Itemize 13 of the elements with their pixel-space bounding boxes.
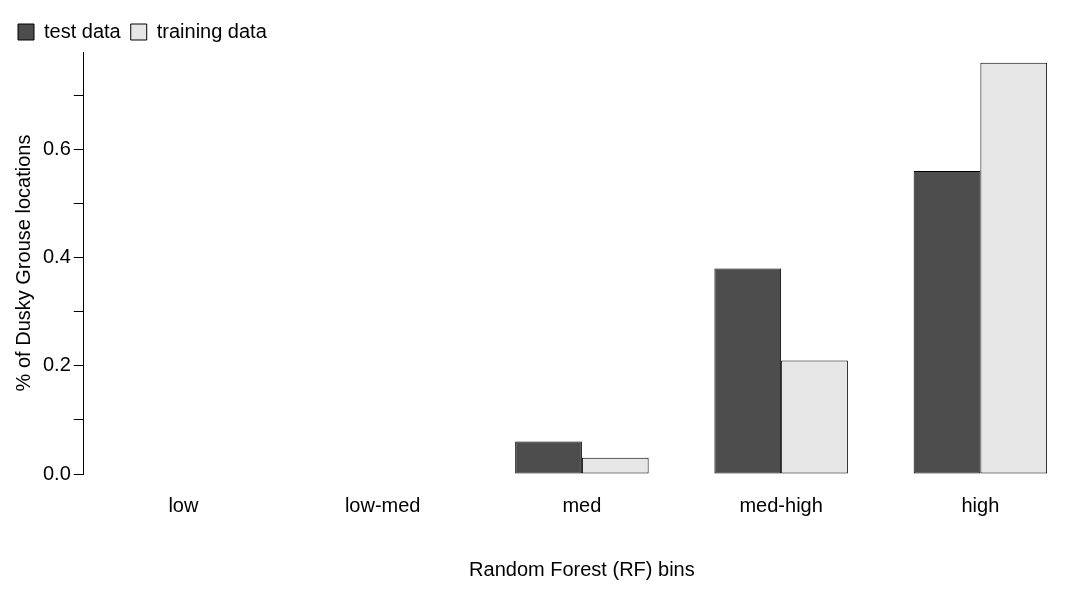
- y-axis-title: % of Dusky Grouse locations: [11, 134, 34, 392]
- y-tick-label: 0.4: [42, 245, 71, 268]
- y-tick-label: 0.0: [42, 461, 71, 484]
- x-axis-title: Random Forest (RF) bins: [469, 557, 695, 580]
- x-tick-label: low: [168, 493, 199, 516]
- x-tick-label: med-high: [739, 493, 823, 516]
- legend-label: training data: [156, 19, 268, 42]
- legend-label: test data: [44, 19, 122, 42]
- x-tick-label: med: [562, 493, 602, 516]
- x-tick-label: low-med: [344, 493, 421, 516]
- y-tick-label: 0.6: [42, 136, 71, 159]
- y-tick-label: 0.2: [42, 353, 71, 376]
- x-tick-label: high: [961, 493, 1000, 516]
